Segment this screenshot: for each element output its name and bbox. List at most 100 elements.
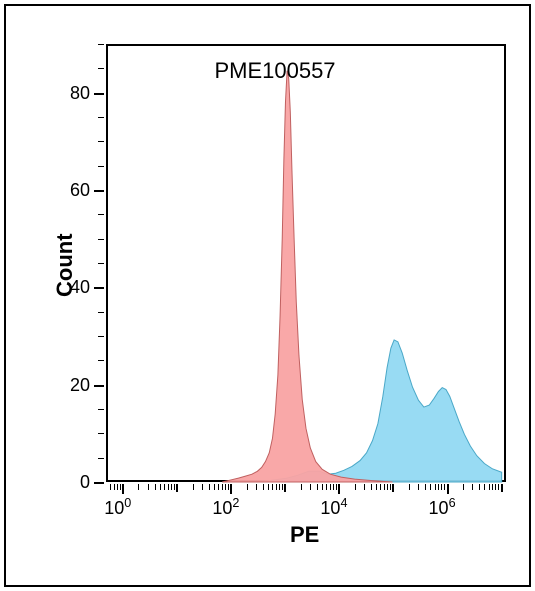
x-minor-tick bbox=[202, 484, 203, 490]
y-minor-tick bbox=[98, 68, 104, 69]
y-minor-tick bbox=[98, 141, 104, 142]
x-minor-tick bbox=[472, 484, 473, 490]
x-minor-tick bbox=[272, 484, 273, 490]
x-minor-tick bbox=[492, 484, 493, 490]
x-minor-tick bbox=[392, 484, 394, 492]
x-minor-tick bbox=[138, 484, 139, 490]
x-tick bbox=[447, 484, 449, 494]
x-minor-tick bbox=[380, 484, 381, 490]
y-tick-label: 0 bbox=[80, 472, 90, 493]
x-minor-tick bbox=[164, 484, 165, 490]
x-minor-tick bbox=[384, 484, 385, 490]
x-minor-tick bbox=[498, 484, 499, 490]
x-minor-tick bbox=[425, 484, 426, 490]
y-minor-tick bbox=[98, 214, 104, 215]
x-minor-tick bbox=[209, 484, 210, 490]
chart-svg bbox=[106, 44, 506, 482]
y-tick bbox=[94, 385, 104, 387]
x-minor-tick bbox=[222, 484, 223, 490]
y-minor-tick bbox=[98, 360, 104, 361]
x-minor-tick bbox=[390, 484, 391, 490]
x-tick-label: 100 bbox=[104, 496, 131, 519]
x-minor-tick bbox=[376, 484, 377, 490]
x-minor-tick bbox=[148, 484, 149, 490]
y-tick bbox=[94, 93, 104, 95]
x-minor-tick bbox=[247, 484, 248, 490]
x-minor-tick bbox=[336, 484, 337, 490]
x-minor-tick bbox=[435, 484, 436, 490]
x-minor-tick bbox=[463, 484, 464, 490]
x-axis-label: PE bbox=[290, 522, 319, 548]
x-minor-tick bbox=[418, 484, 419, 490]
y-minor-tick bbox=[98, 44, 104, 45]
y-tick bbox=[94, 482, 104, 484]
y-tick bbox=[94, 190, 104, 192]
x-minor-tick bbox=[310, 484, 311, 490]
y-minor-tick bbox=[98, 409, 104, 410]
y-minor-tick bbox=[98, 239, 104, 240]
x-tick bbox=[338, 484, 340, 494]
x-minor-tick bbox=[355, 484, 356, 490]
x-minor-tick bbox=[489, 484, 490, 490]
x-minor-tick bbox=[441, 484, 442, 490]
x-minor-tick bbox=[168, 484, 169, 490]
x-minor-tick bbox=[120, 484, 121, 490]
y-minor-tick bbox=[98, 433, 104, 434]
x-minor-tick bbox=[171, 484, 172, 490]
y-tick-label: 20 bbox=[70, 375, 90, 396]
x-minor-tick bbox=[371, 484, 372, 490]
x-tick-label: 106 bbox=[429, 496, 456, 519]
y-minor-tick bbox=[98, 312, 104, 313]
x-minor-tick bbox=[330, 484, 331, 490]
x-tick bbox=[122, 484, 124, 494]
x-minor-tick bbox=[214, 484, 215, 490]
x-minor-tick bbox=[155, 484, 156, 490]
x-minor-tick bbox=[228, 484, 229, 490]
y-minor-tick bbox=[98, 336, 104, 337]
x-minor-tick bbox=[326, 484, 327, 490]
y-tick bbox=[94, 287, 104, 289]
x-minor-tick bbox=[501, 484, 503, 492]
y-minor-tick bbox=[98, 263, 104, 264]
x-minor-tick bbox=[284, 484, 286, 492]
x-minor-tick bbox=[110, 484, 111, 490]
x-minor-tick bbox=[301, 484, 302, 490]
x-minor-tick bbox=[387, 484, 388, 490]
x-tick-label: 104 bbox=[320, 496, 347, 519]
y-tick-label: 80 bbox=[70, 83, 90, 104]
x-minor-tick bbox=[114, 484, 115, 490]
x-minor-tick bbox=[176, 484, 178, 492]
x-minor-tick bbox=[160, 484, 161, 490]
x-minor-tick bbox=[333, 484, 334, 490]
x-minor-tick bbox=[276, 484, 277, 490]
x-minor-tick bbox=[322, 484, 323, 490]
x-minor-tick bbox=[268, 484, 269, 490]
y-minor-tick bbox=[98, 117, 104, 118]
chart-title: PME100557 bbox=[190, 58, 360, 84]
x-minor-tick bbox=[364, 484, 365, 490]
x-tick-label: 102 bbox=[212, 496, 239, 519]
x-minor-tick bbox=[256, 484, 257, 490]
x-minor-tick bbox=[193, 484, 194, 490]
x-tick bbox=[230, 484, 232, 494]
y-minor-tick bbox=[98, 166, 104, 167]
x-minor-tick bbox=[174, 484, 175, 490]
x-minor-tick bbox=[438, 484, 439, 490]
y-minor-tick bbox=[98, 458, 104, 459]
x-minor-tick bbox=[282, 484, 283, 490]
y-axis-label: Count bbox=[52, 233, 78, 297]
y-tick-label: 60 bbox=[70, 180, 90, 201]
x-minor-tick bbox=[317, 484, 318, 490]
x-minor-tick bbox=[409, 484, 410, 490]
x-minor-tick bbox=[117, 484, 118, 490]
x-minor-tick bbox=[479, 484, 480, 490]
x-minor-tick bbox=[495, 484, 496, 490]
x-minor-tick bbox=[225, 484, 226, 490]
x-minor-tick bbox=[279, 484, 280, 490]
x-minor-tick bbox=[263, 484, 264, 490]
series-control bbox=[222, 71, 392, 482]
x-minor-tick bbox=[444, 484, 445, 490]
x-minor-tick bbox=[218, 484, 219, 490]
x-minor-tick bbox=[484, 484, 485, 490]
x-minor-tick bbox=[430, 484, 431, 490]
